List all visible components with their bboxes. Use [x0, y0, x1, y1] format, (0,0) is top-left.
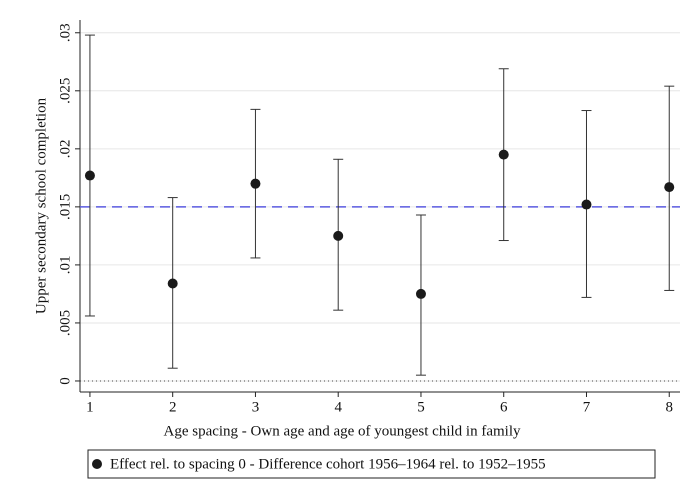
- x-tick-label: 5: [417, 399, 425, 415]
- point: [333, 230, 344, 241]
- y-tick-label: .03: [57, 23, 73, 42]
- point: [664, 182, 675, 193]
- x-axis-title: Age spacing - Own age and age of younges…: [164, 423, 521, 439]
- y-tick-label: .015: [57, 194, 73, 220]
- x-tick-label: 6: [500, 399, 508, 415]
- point: [581, 199, 592, 210]
- point: [84, 170, 95, 181]
- y-tick-label: .005: [57, 310, 73, 336]
- y-tick-label: .02: [57, 139, 73, 158]
- x-tick-label: 3: [252, 399, 260, 415]
- x-tick-label: 1: [86, 399, 94, 415]
- y-tick-label: .01: [57, 256, 73, 275]
- legend-label: Effect rel. to spacing 0 - Difference co…: [110, 456, 546, 472]
- y-axis-title: Upper secondary school completion: [33, 97, 49, 314]
- legend-box: [87, 449, 656, 479]
- y-tick-label: 0: [57, 377, 73, 385]
- y-tick-label: .025: [57, 78, 73, 104]
- x-tick-label: 8: [665, 399, 673, 415]
- plot-area: [80, 20, 680, 392]
- point: [498, 149, 509, 160]
- point: [415, 288, 426, 299]
- x-tick-label: 7: [583, 399, 591, 415]
- x-tick-label: 2: [169, 399, 177, 415]
- legend-marker: [92, 459, 102, 469]
- x-tick-label: 4: [334, 399, 342, 415]
- point: [250, 178, 261, 189]
- point: [167, 278, 178, 289]
